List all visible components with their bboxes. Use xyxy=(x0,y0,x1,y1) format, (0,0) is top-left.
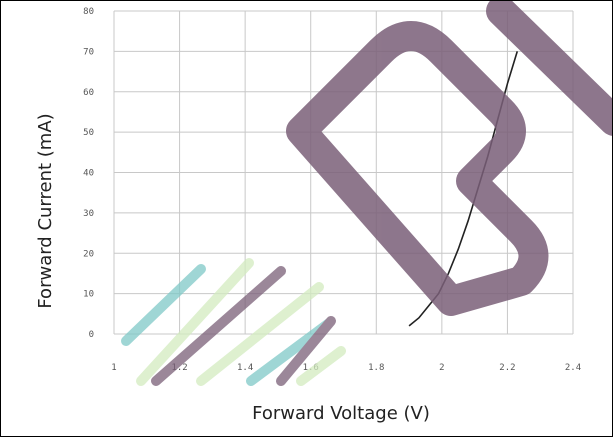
y-tick-label: 30 xyxy=(83,209,94,219)
x-tick-label: 2.2 xyxy=(499,363,515,373)
y-tick-label: 60 xyxy=(83,88,94,98)
watermark-stripes xyxy=(121,258,346,386)
y-tick-label: 20 xyxy=(83,249,94,259)
y-axis-title: Forward Current (mA) xyxy=(35,113,56,308)
x-tick-label: 1.4 xyxy=(237,363,253,373)
x-tick-label: 1.8 xyxy=(368,363,384,373)
y-tick-label: 70 xyxy=(83,47,94,57)
x-tick-label: 2 xyxy=(439,363,444,373)
x-axis-title: Forward Voltage (V) xyxy=(252,403,430,424)
y-tick-labels: 80 70 60 50 40 30 20 10 0 xyxy=(83,7,94,340)
x-tick-label: 1 xyxy=(111,363,116,373)
y-tick-label: 80 xyxy=(83,7,94,17)
y-tick-label: 40 xyxy=(83,169,94,179)
x-tick-label: 2.4 xyxy=(565,363,581,373)
y-tick-label: 0 xyxy=(89,330,94,340)
watermark-logo xyxy=(286,1,612,316)
y-tick-label: 50 xyxy=(83,128,94,138)
x-tick-label: 1.2 xyxy=(171,363,187,373)
y-tick-label: 10 xyxy=(83,290,94,300)
